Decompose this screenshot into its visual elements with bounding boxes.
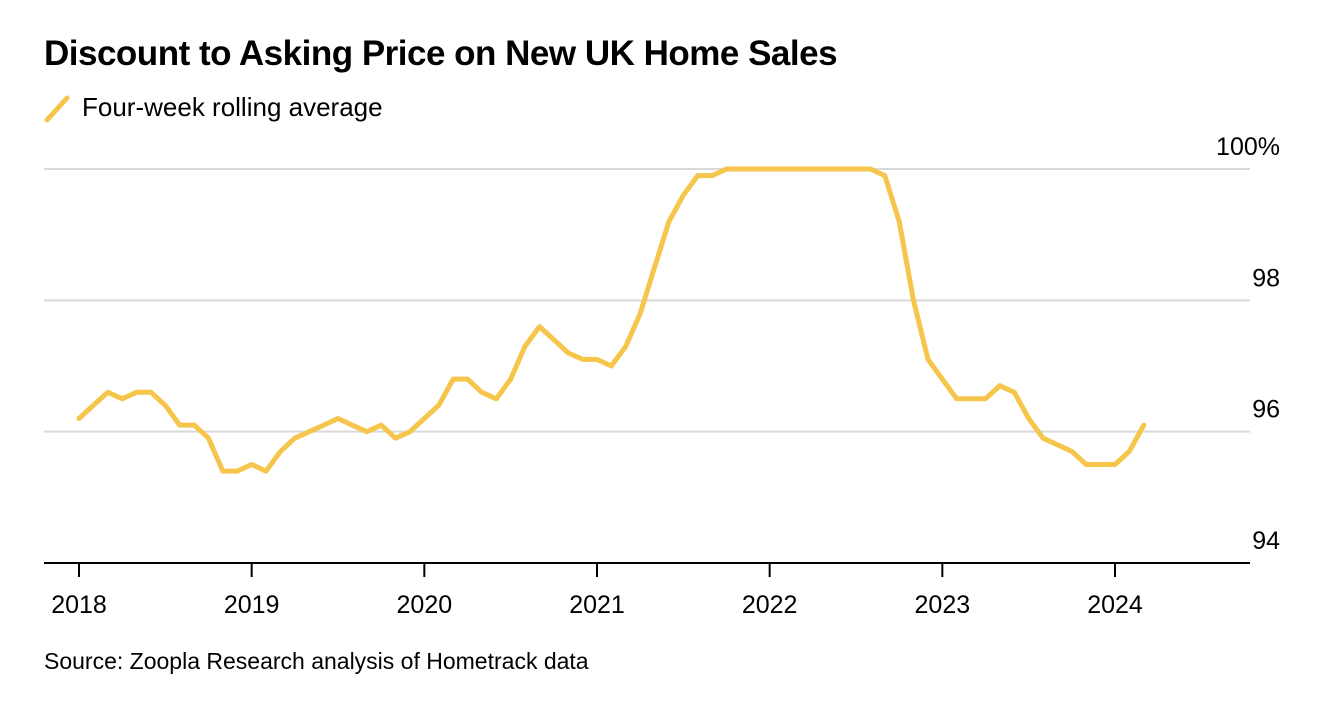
series-line (76, 166, 1147, 474)
source-note: Source: Zoopla Research analysis of Home… (44, 648, 589, 674)
series-layer (76, 166, 1147, 474)
y-tick-label: 96 (1252, 396, 1280, 424)
x-tick-label: 2021 (569, 591, 625, 619)
tick-labels: 94 96 98 100% 2018 2019 2020 2021 2022 2023 2024 (51, 133, 1280, 619)
chart-title: Discount to Asking Price on New UK Home … (44, 34, 838, 73)
y-tick-label: 100% (1216, 133, 1280, 161)
x-tick-label: 2020 (397, 591, 453, 619)
x-tick-label: 2024 (1087, 591, 1143, 619)
y-tick-label: 98 (1252, 264, 1280, 292)
legend-label: Four-week rolling average (82, 92, 383, 122)
legend-line-icon (44, 95, 70, 122)
line-chart: 94 96 98 100% 2018 2019 2020 2021 2022 2023 2024 (44, 133, 1280, 619)
grid-lines (44, 168, 1250, 433)
x-tick-label: 2022 (742, 591, 798, 619)
x-axis (44, 562, 1250, 577)
x-tick-label: 2019 (224, 591, 280, 619)
x-tick-label: 2018 (51, 591, 107, 619)
legend: Four-week rolling average (44, 92, 383, 123)
x-tick-label: 2023 (915, 591, 971, 619)
y-tick-label: 94 (1252, 527, 1280, 555)
